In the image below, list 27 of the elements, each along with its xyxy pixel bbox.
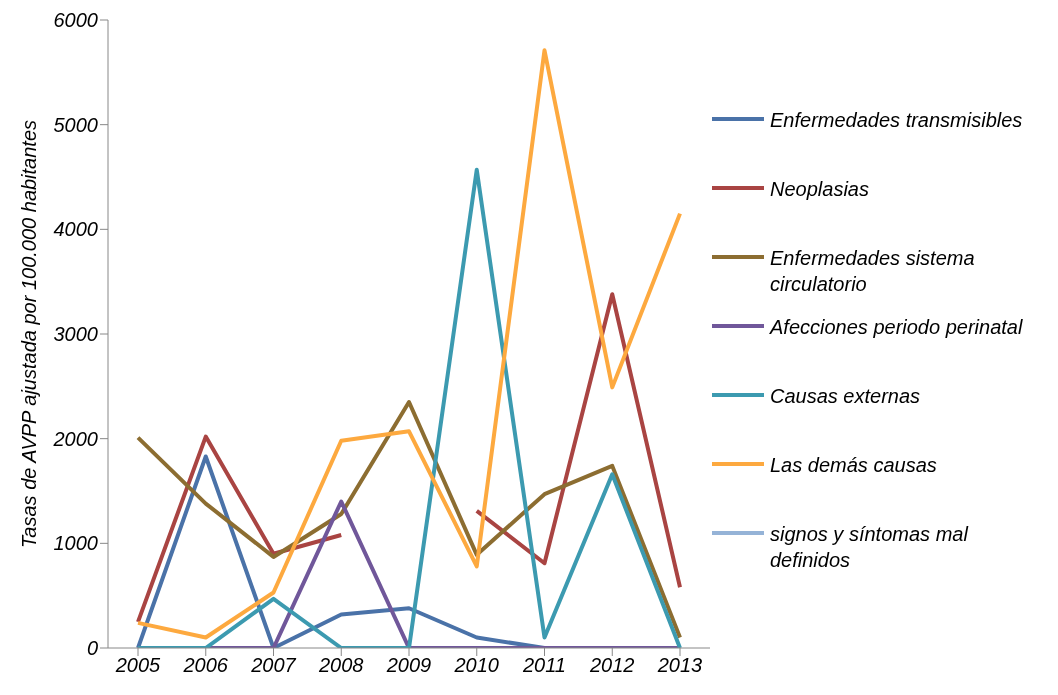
- legend-label: Enfermedades sistema circulatorio: [770, 245, 976, 297]
- legend-label: Las demás causas: [770, 452, 937, 478]
- line-series: [136, 400, 682, 640]
- x-tick-label: 2009: [385, 654, 432, 677]
- y-tick-label: 2000: [52, 427, 98, 450]
- legend-label: signos y síntomas mal definidos: [770, 521, 970, 573]
- y-tick-label: 3000: [53, 323, 98, 346]
- legend-label: Enfermedades transmisibles: [770, 107, 1023, 133]
- legend-label: Neoplasias: [770, 176, 869, 202]
- y-tick-label: 0: [86, 637, 98, 660]
- legend-label: Causas externas: [770, 383, 921, 409]
- y-tick-label: 4000: [53, 218, 98, 241]
- x-tick-label: 2007: [250, 654, 297, 677]
- line-series: [136, 167, 682, 648]
- x-tick-label: 2013: [656, 654, 703, 677]
- x-tick-label: 2005: [114, 654, 162, 677]
- y-tick-label: 6000: [53, 9, 98, 32]
- x-tick-label: 2010: [453, 654, 499, 677]
- line-series: [136, 48, 682, 640]
- x-tick-label: 2006: [182, 654, 229, 677]
- x-tick-label: 2008: [318, 654, 364, 677]
- y-tick-label: 5000: [53, 113, 98, 136]
- x-tick-label: 2011: [521, 654, 567, 677]
- legend-label: Afecciones periodo perinatal: [770, 314, 1023, 340]
- y-axis-title: Tasas de AVPP ajustada por 100.000 habitantes: [18, 119, 41, 549]
- x-tick-label: 2012: [589, 654, 635, 677]
- y-tick-label: 1000: [53, 532, 98, 555]
